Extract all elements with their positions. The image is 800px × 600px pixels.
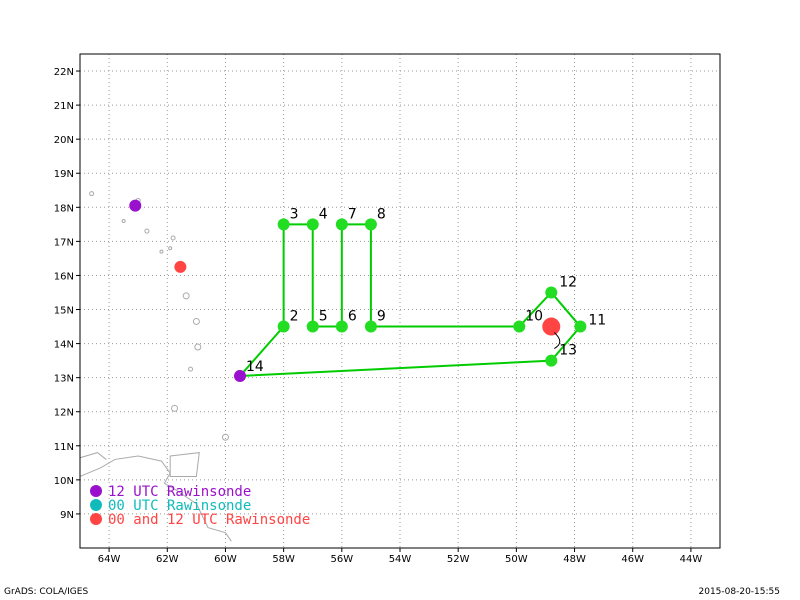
waypoint-4	[306, 218, 319, 231]
tick-label-lat: 16N	[54, 271, 74, 282]
tick-label-lon: 64W	[98, 554, 121, 565]
waypoint-3	[277, 218, 290, 231]
island-outline	[121, 218, 126, 223]
tick-label-lon: 54W	[389, 554, 412, 565]
waypoint-14	[234, 369, 246, 382]
legend-label-utc00: 00 UTC Rawinsonde	[108, 498, 251, 514]
tick-label-lon: 48W	[563, 554, 586, 565]
legend-marker-utc00	[90, 499, 102, 511]
tick-label-lon: 52W	[447, 554, 470, 565]
tick-label-lat: 14N	[54, 340, 74, 351]
tick-label-lon: 46W	[621, 554, 644, 565]
tick-label-lat: 21N	[54, 101, 74, 112]
map-frame	[79, 53, 721, 549]
map-border	[79, 53, 721, 549]
waypoint-8	[364, 218, 377, 231]
legend-label-both: 00 and 12 UTC Rawinsonde	[108, 512, 310, 528]
trinidad-outline	[169, 452, 200, 477]
tick-label-lon: 56W	[331, 554, 354, 565]
legend-marker-both	[90, 513, 102, 525]
waypoint-label-12: 12	[559, 274, 577, 290]
waypoint-11	[574, 320, 587, 333]
waypoint-label-14: 14	[246, 359, 264, 375]
waypoint-label-13: 13	[559, 343, 577, 359]
rawinsonde-station-both	[174, 260, 187, 273]
storm-center-marker	[542, 317, 561, 336]
tick-label-lon: 44W	[680, 554, 703, 565]
waypoint-5	[306, 320, 319, 333]
tick-label-lat: 22N	[54, 67, 74, 78]
island-outline	[192, 317, 200, 325]
waypoint-label-2: 2	[290, 309, 299, 325]
rawinsonde-station-utc12	[129, 199, 142, 212]
legend-marker-utc12	[90, 485, 102, 497]
mainland-coastline	[79, 455, 232, 542]
waypoint-7	[335, 218, 348, 231]
island-outline	[221, 433, 229, 441]
tick-label-lon: 58W	[272, 554, 295, 565]
waypoint-13	[545, 354, 558, 367]
legend-label-utc12: 12 UTC Rawinsonde	[108, 484, 251, 500]
tick-label-lon: 50W	[505, 554, 528, 565]
waypoint-label-5: 5	[319, 309, 328, 325]
waypoint-label-7: 7	[348, 206, 357, 222]
tick-label-lat: 10N	[54, 476, 74, 487]
waypoint-label-6: 6	[348, 309, 357, 325]
island-outline	[170, 235, 176, 241]
tick-label-lat: 11N	[54, 442, 74, 453]
graticule	[80, 54, 720, 548]
island-outline	[194, 343, 202, 351]
rawinsonde-stations	[129, 199, 187, 273]
tick-label-lat: 17N	[54, 237, 74, 248]
legend: 12 UTC Rawinsonde 00 UTC Rawinsonde 00 a…	[90, 484, 310, 528]
waypoint-9	[364, 320, 377, 333]
mainland-coastline	[79, 452, 107, 460]
island-outline	[159, 249, 164, 254]
tick-label-lat: 20N	[54, 135, 74, 146]
island-outline	[144, 228, 150, 234]
storm-arc	[553, 332, 561, 349]
island-outline	[171, 404, 179, 412]
flight-track	[239, 223, 582, 377]
tick-label-lat: 12N	[54, 408, 74, 419]
island-outline	[188, 366, 194, 372]
waypoint-label-4: 4	[319, 206, 328, 222]
waypoint-label-11: 11	[588, 313, 606, 329]
island-outline	[168, 246, 173, 251]
waypoint-label-9: 9	[377, 309, 386, 325]
waypoint-label-3: 3	[290, 206, 299, 222]
footer-timestamp: 2015-08-20-15:55	[698, 587, 781, 597]
tick-label-lat: 9N	[60, 510, 74, 521]
tick-label-lat: 13N	[54, 374, 74, 385]
island-outline	[89, 191, 95, 197]
tick-label-lon: 62W	[156, 554, 179, 565]
tick-label-lat: 18N	[54, 203, 74, 214]
waypoint-label-8: 8	[377, 206, 386, 222]
waypoint-12	[545, 286, 558, 299]
tick-label-lon: 60W	[214, 554, 237, 565]
tick-label-lat: 15N	[54, 306, 74, 317]
island-outline	[182, 292, 190, 300]
waypoint-label-10: 10	[525, 309, 543, 325]
footer-credit: GrADS: COLA/IGES	[4, 587, 89, 597]
waypoint-2	[277, 320, 290, 333]
waypoint-10	[513, 320, 526, 333]
waypoints: 2 3 4 5 6 7 8 9 10 11 12 13 14	[234, 206, 606, 382]
waypoint-6	[335, 320, 348, 333]
axis-ticks: 64W 62W 60W 58W 56W 54W 52W 50W 48W 46W 44W 9N 10N 11…	[54, 67, 703, 565]
track-line	[239, 223, 582, 377]
tick-label-lat: 19N	[54, 169, 74, 180]
